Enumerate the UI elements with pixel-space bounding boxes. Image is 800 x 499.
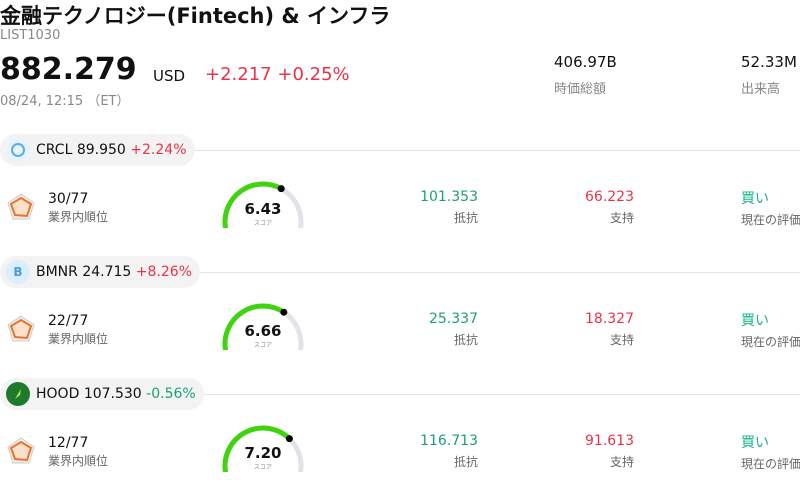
rank-icon xyxy=(7,315,35,342)
score-label: スコア xyxy=(253,464,272,471)
logo-icon xyxy=(15,389,21,399)
rank-label: 業界内順位 xyxy=(48,454,109,468)
list-title: 金融テクノロジー(Fintech) & インフラ xyxy=(0,4,391,28)
change: +2.217 +0.25% xyxy=(205,64,350,85)
score: 6.66 xyxy=(244,322,282,340)
currency: USD xyxy=(153,67,186,85)
timestamp: 08/24, 12:15 （ET） xyxy=(0,94,130,109)
rank: 12/77 xyxy=(48,435,89,451)
rank-icon xyxy=(7,193,35,220)
resistance-label: 抵抗 xyxy=(453,455,478,469)
stock-logo: B xyxy=(6,260,30,284)
rating-label: 現在の評価 xyxy=(741,335,800,349)
rank-label: 業界内順位 xyxy=(48,332,109,346)
rating-label: 現在の評価 xyxy=(741,213,800,227)
stock-logo xyxy=(6,382,30,406)
stat-label: 時価総額 xyxy=(554,82,607,97)
logo-icon xyxy=(11,143,25,157)
resistance-label: 抵抗 xyxy=(453,211,478,225)
gauge-dot xyxy=(285,435,293,443)
ticker: CRCL xyxy=(36,142,73,158)
support-label: 支持 xyxy=(609,455,634,469)
list-code: LIST1030 xyxy=(0,28,61,43)
gauge-fill xyxy=(222,181,284,228)
score: 6.43 xyxy=(244,200,282,218)
resistance-label: 抵抗 xyxy=(453,333,478,347)
rating-label: 現在の評価 xyxy=(741,457,800,471)
rank-icon xyxy=(7,437,35,464)
rank: 30/77 xyxy=(48,191,89,207)
stat-label: 出来高 xyxy=(741,82,781,97)
score-label: スコア xyxy=(253,342,272,349)
support: 91.613 xyxy=(585,433,634,449)
stat-value: 406.97B xyxy=(554,53,617,71)
score-gauge xyxy=(222,425,304,472)
stock-row: CRCL 89.950 +2.24% 30/77 業界内順位 6.43 スコア 101.3… xyxy=(0,133,800,255)
stock-change: -0.56% xyxy=(146,386,196,402)
divider xyxy=(0,272,800,273)
change-value: +2.217 xyxy=(205,64,272,85)
stock-price: 107.530 xyxy=(83,386,142,402)
rating: 買い xyxy=(741,435,769,451)
rating: 買い xyxy=(741,191,769,207)
support: 66.223 xyxy=(585,189,634,205)
stock-change: +8.26% xyxy=(135,264,193,280)
stock-price: 89.950 xyxy=(76,142,126,158)
gauge-dot xyxy=(280,308,288,316)
divider xyxy=(0,150,800,151)
rank: 22/77 xyxy=(48,313,89,329)
score-gauge xyxy=(222,181,304,228)
divider xyxy=(0,394,800,395)
stock-chip[interactable]: CRCL 89.950 +2.24% xyxy=(0,134,195,166)
support-label: 支持 xyxy=(609,333,634,347)
rating: 買い xyxy=(741,313,769,329)
price: 882.279 xyxy=(0,52,137,87)
score: 7.20 xyxy=(244,444,282,462)
score-gauge xyxy=(222,303,304,350)
gauge-dot xyxy=(277,185,285,193)
stat-value: 52.33M xyxy=(741,53,797,71)
score-label: スコア xyxy=(253,220,272,227)
support: 18.327 xyxy=(585,311,634,327)
page: 金融テクノロジー(Fintech) & インフラ LIST1030 882.27… xyxy=(0,4,800,472)
stock-change: +2.24% xyxy=(130,142,187,158)
ticker: BMNR xyxy=(36,264,78,280)
ticker: HOOD xyxy=(36,386,80,402)
rank-label: 業界内順位 xyxy=(48,210,109,224)
resistance: 101.353 xyxy=(420,189,478,205)
stock-logo xyxy=(6,138,30,162)
stock-row: HOOD 107.530 -0.56% 12/77 業界内順位 7.20 スコア 116.… xyxy=(0,377,800,499)
stock-chip[interactable]: B BMNR 24.715 +8.26% xyxy=(0,256,201,288)
gauge-fill xyxy=(222,425,292,472)
stock-price: 24.715 xyxy=(82,264,132,280)
stock-chip[interactable]: HOOD 107.530 -0.56% xyxy=(0,378,204,410)
change-pct: +0.25% xyxy=(277,64,350,85)
resistance: 25.337 xyxy=(429,311,478,327)
support-label: 支持 xyxy=(609,211,634,225)
gauge-fill xyxy=(222,303,287,350)
resistance: 116.713 xyxy=(420,433,478,449)
stock-row: B BMNR 24.715 +8.26% 22/77 業界内順位 6.66 スコア 25.3… xyxy=(0,255,800,377)
